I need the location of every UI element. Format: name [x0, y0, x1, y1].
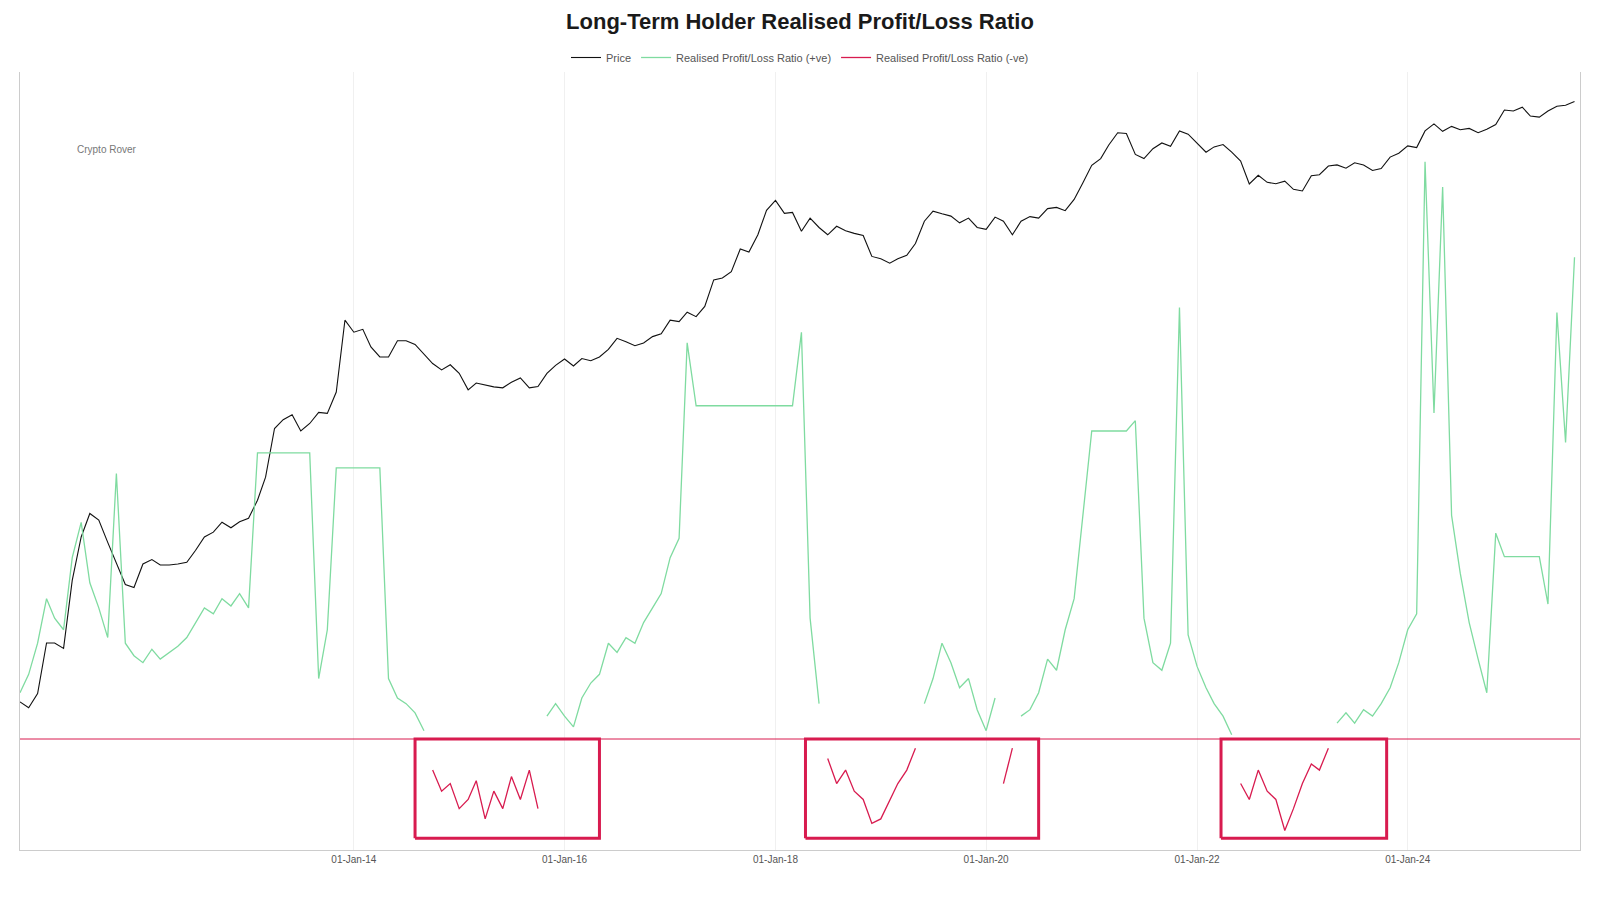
svg-text:Realised Profit/Loss Ratio (+v: Realised Profit/Loss Ratio (+ve) [676, 52, 831, 64]
svg-text:01-Jan-18: 01-Jan-18 [753, 854, 798, 865]
svg-text:Realised Profit/Loss Ratio (-v: Realised Profit/Loss Ratio (-ve) [876, 52, 1028, 64]
svg-text:01-Jan-14: 01-Jan-14 [331, 854, 376, 865]
svg-text:01-Jan-16: 01-Jan-16 [542, 854, 587, 865]
svg-text:Crypto Rover: Crypto Rover [77, 144, 137, 155]
svg-text:01-Jan-24: 01-Jan-24 [1385, 854, 1430, 865]
svg-text:01-Jan-22: 01-Jan-22 [1175, 854, 1220, 865]
svg-text:Long-Term Holder Realised Prof: Long-Term Holder Realised Profit/Loss Ra… [566, 9, 1034, 34]
svg-text:01-Jan-20: 01-Jan-20 [964, 854, 1009, 865]
svg-text:Price: Price [606, 52, 631, 64]
